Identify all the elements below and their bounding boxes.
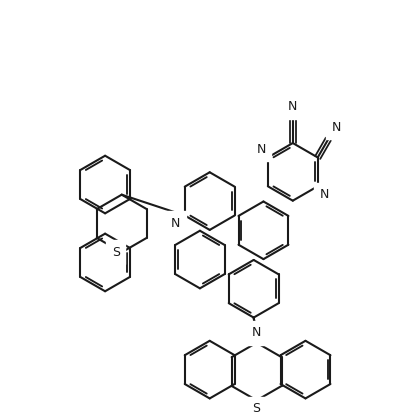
Text: S: S	[112, 246, 120, 259]
Text: N: N	[288, 100, 298, 113]
Text: N: N	[171, 217, 180, 230]
Text: N: N	[252, 326, 261, 339]
Text: N: N	[320, 188, 329, 201]
Text: S: S	[253, 402, 261, 415]
Text: N: N	[332, 120, 341, 133]
Text: N: N	[257, 143, 266, 155]
